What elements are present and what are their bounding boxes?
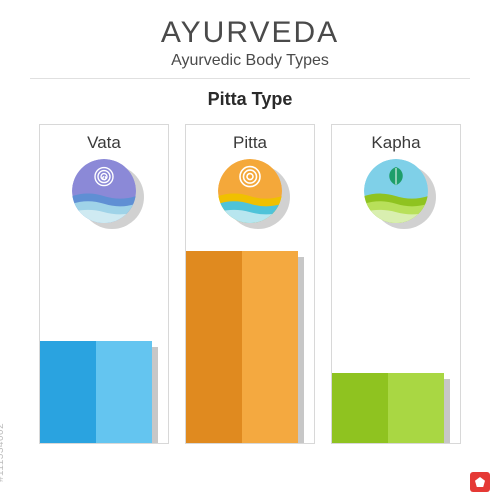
panel-pitta: Pitta — [185, 124, 315, 444]
page-title: AYURVEDA — [30, 16, 470, 50]
panel-vata: Vata — [39, 124, 169, 444]
panel-label-pitta: Pitta — [233, 133, 267, 153]
pitta-icon — [218, 159, 282, 223]
focus-label: Pitta Type — [30, 89, 470, 110]
bar-kapha — [332, 373, 460, 443]
bar-pitta — [186, 251, 314, 443]
panel-kapha: Kapha — [331, 124, 461, 444]
bar-vata — [40, 341, 168, 443]
vata-icon — [72, 159, 136, 223]
page-subtitle: Ayurvedic Body Types — [30, 52, 470, 70]
stock-logo-icon — [470, 472, 490, 492]
panel-label-kapha: Kapha — [371, 133, 420, 153]
panel-label-vata: Vata — [87, 133, 121, 153]
chart-panels: Vata Pitta Kapha — [30, 124, 470, 444]
kapha-icon — [364, 159, 428, 223]
divider — [30, 78, 470, 79]
watermark-text: #111534002 — [0, 423, 6, 482]
page-root: AYURVEDA Ayurvedic Body Types Pitta Type… — [0, 0, 500, 500]
